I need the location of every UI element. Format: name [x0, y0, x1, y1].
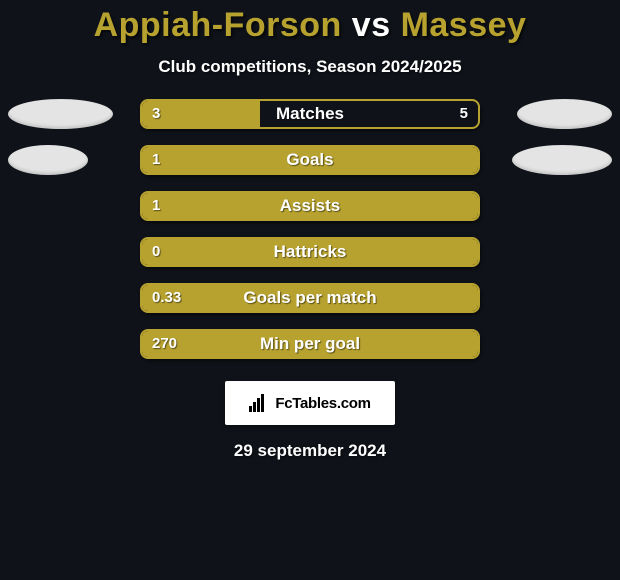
stat-row: 0.33Goals per match: [0, 283, 620, 313]
snapshot-date: 29 september 2024: [0, 441, 620, 461]
stat-label: Assists: [142, 193, 478, 219]
stat-label: Min per goal: [142, 331, 478, 357]
stat-bar: 1Assists: [140, 191, 480, 221]
stat-row: 0Hattricks: [0, 237, 620, 267]
player-a-ellipse: [8, 145, 88, 175]
stat-label: Goals: [142, 147, 478, 173]
stat-rows: 35Matches 1Goals 1Assists 0Hattricks 0.33Goa…: [0, 99, 620, 359]
stat-label: Matches: [142, 101, 478, 127]
stat-row: 1Goals: [0, 145, 620, 175]
vs-text: vs: [352, 6, 391, 44]
stat-bar: 35Matches: [140, 99, 480, 129]
stat-bar: 1Goals: [140, 145, 480, 175]
stat-label: Hattricks: [142, 239, 478, 265]
stat-row: 270Min per goal: [0, 329, 620, 359]
bar-chart-icon: [249, 394, 271, 412]
stat-row: 35Matches: [0, 99, 620, 129]
source-logo: FcTables.com: [225, 381, 395, 425]
player-a-ellipse: [8, 99, 113, 129]
stat-row: 1Assists: [0, 191, 620, 221]
player-b-ellipse: [517, 99, 612, 129]
player-b-name: Massey: [401, 6, 527, 44]
subtitle: Club competitions, Season 2024/2025: [0, 57, 620, 77]
stat-bar: 270Min per goal: [140, 329, 480, 359]
player-a-name: Appiah-Forson: [94, 6, 342, 44]
stat-label: Goals per match: [142, 285, 478, 311]
stat-bar: 0Hattricks: [140, 237, 480, 267]
logo-text: FcTables.com: [275, 395, 370, 412]
player-b-ellipse: [512, 145, 612, 175]
stat-bar: 0.33Goals per match: [140, 283, 480, 313]
comparison-title: Appiah-Forson vs Massey: [0, 0, 620, 45]
